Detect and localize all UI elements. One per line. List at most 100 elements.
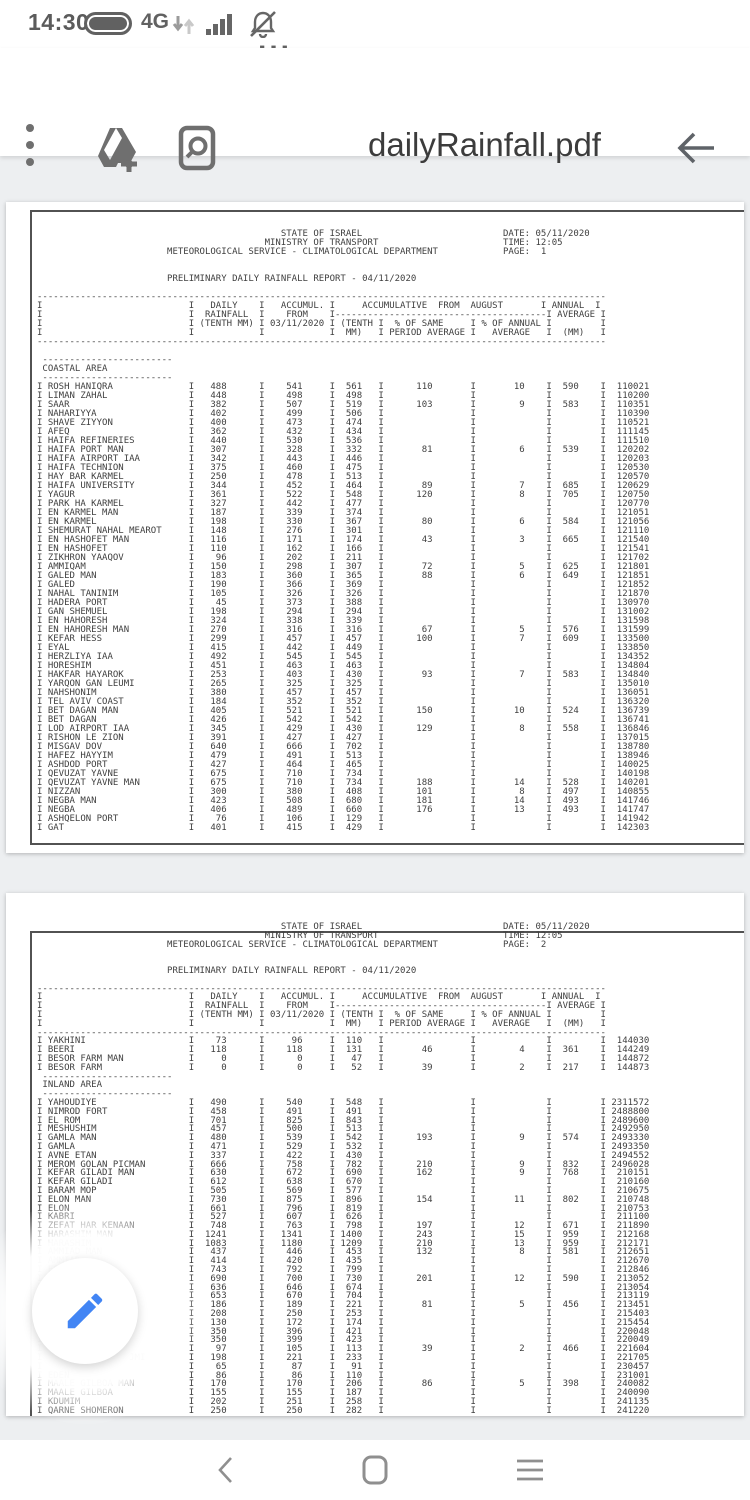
report-line: PRELIMINARY DAILY RAINFALL REPORT - 04/1… bbox=[37, 274, 417, 284]
pdf-page-1[interactable]: STATE OF ISRAEL DATE: 05/11/2020 MINISTR… bbox=[6, 202, 744, 853]
report-line: I EN HAHORESH I 324 I 338 I 339 I I I I … bbox=[37, 616, 650, 626]
annotate-fab[interactable] bbox=[32, 1258, 138, 1364]
report-line: I GAMLA MAN I 480 I 539 I 542 I 193 I 9 … bbox=[37, 1133, 650, 1144]
report-line: I HAIFA UNIVERSITY I 344 I 452 I 464 I 8… bbox=[37, 481, 650, 491]
report-line: I I (TENTH MM) I 03/11/2020 I (TENTH I %… bbox=[37, 319, 606, 329]
report-line: ------------------------ bbox=[37, 373, 173, 383]
report-line: I AVNE ETAN I 337 I 422 I 430 I I I I 24… bbox=[37, 1150, 650, 1161]
nav-recents-button[interactable] bbox=[490, 1440, 570, 1500]
report-line: I AFEQ I 362 I 432 I 434 I I I I 111145 bbox=[37, 427, 650, 437]
back-arrow-icon[interactable] bbox=[676, 130, 716, 166]
report-line: I BARAM MOP I 505 I 569 I 577 I I I I 21… bbox=[37, 1185, 650, 1196]
report-line: I TEL AVIV COAST I 184 I 352 I 352 I I I… bbox=[37, 697, 650, 707]
nav-back-button[interactable] bbox=[185, 1440, 265, 1500]
report-line: I ASHDOD PORT I 427 I 464 I 465 I I I I … bbox=[37, 760, 650, 770]
report-line: METEOROLOGICAL SERVICE - CLIMATOLOGICAL … bbox=[37, 247, 547, 257]
network-type-label: 4G bbox=[141, 10, 170, 33]
report-line: I NAHSHONIM I 380 I 457 I 457 I I I I 13… bbox=[37, 688, 650, 698]
report-line: METEOROLOGICAL SERVICE - CLIMATOLOGICAL … bbox=[37, 939, 547, 950]
report-line: I HAIFA REFINERIES I 440 I 530 I 536 I I… bbox=[37, 436, 650, 446]
report-line: I NIMROD FORT I 458 I 491 I 491 I I I I … bbox=[37, 1106, 650, 1117]
report-line: I I (TENTH MM) I 03/11/2020 I (TENTH I %… bbox=[37, 1009, 606, 1020]
report-line: ------------------------ bbox=[37, 355, 173, 365]
report-line: INLAND AREA bbox=[37, 1080, 103, 1091]
report-line: I YARQON GAN LEUMI I 265 I 325 I 325 I I… bbox=[37, 679, 650, 689]
report-line: I HADERA PORT I 45 I 373 I 388 I I I I 1… bbox=[37, 598, 650, 608]
report-text-page-1: STATE OF ISRAEL DATE: 05/11/2020 MINISTR… bbox=[37, 230, 649, 833]
report-line: I EN HAHORESH MAN I 270 I 316 I 316 I 67… bbox=[37, 625, 650, 635]
battery-icon bbox=[84, 12, 132, 35]
status-bar: 14:30 4G ... bbox=[0, 0, 750, 57]
report-line: I YAGUR I 361 I 522 I 548 I 120 I 8 I 70… bbox=[37, 490, 650, 500]
report-line: I KEFAR GILADI I 612 I 638 I 670 I I I I… bbox=[37, 1177, 650, 1188]
report-line: I SHEMURAT NAHAL MEAROT I 148 I 276 I 30… bbox=[37, 526, 650, 536]
report-line: I EN KARMEL I 198 I 330 I 367 I 80 I 6 I… bbox=[37, 517, 650, 527]
report-line: PRELIMINARY DAILY RAINFALL REPORT - 04/1… bbox=[37, 965, 417, 976]
overflow-menu-icon[interactable] bbox=[26, 124, 42, 172]
report-text-page-2: STATE OF ISRAEL DATE: 05/11/2020 MINISTR… bbox=[37, 923, 649, 1416]
report-line: STATE OF ISRAEL DATE: 05/11/2020 bbox=[37, 922, 590, 932]
report-line: I GAT I 401 I 415 I 429 I I I I 142303 bbox=[37, 823, 650, 833]
report-line: I MISGAV DOV I 640 I 666 I 702 I I I I 1… bbox=[37, 742, 650, 752]
report-line: I HAIFA TECHNION I 375 I 460 I 475 I I I… bbox=[37, 463, 650, 473]
mute-bell-icon bbox=[250, 11, 276, 38]
report-line: ----------------------------------------… bbox=[37, 1027, 606, 1038]
report-line: I GALED MAN I 183 I 360 I 365 I 88 I 6 I… bbox=[37, 571, 650, 581]
report-line: I ROSH HANIQRA I 488 I 541 I 561 I 110 I… bbox=[37, 382, 650, 392]
report-line: I QEVUZAT YAVNE I 675 I 710 I 734 I I I … bbox=[37, 769, 650, 779]
report-line: I SHAVE ZIYYON I 400 I 473 I 474 I I I I… bbox=[37, 418, 650, 428]
report-line: STATE OF ISRAEL DATE: 05/11/2020 bbox=[37, 229, 590, 239]
report-line: I GAMLA I 471 I 529 I 532 I I I I 249335… bbox=[37, 1141, 650, 1152]
report-line: I LOD AIRPORT IAA I 345 I 429 I 430 I 12… bbox=[37, 724, 650, 734]
report-line: ----------------------------------------… bbox=[37, 292, 606, 302]
report-line: I MESHUSHIM I 457 I 500 I 513 I I I I 24… bbox=[37, 1124, 650, 1135]
page-border-left bbox=[30, 931, 32, 1416]
report-line: I I RAINFALL I FROM I-------------------… bbox=[37, 310, 606, 320]
report-line: I I I I MM) I PERIOD AVERAGE I AVERAGE I… bbox=[37, 328, 606, 338]
report-line: MINISTRY OF TRANSPORT TIME: 12:05 bbox=[37, 930, 563, 941]
report-line: ----------------------------------------… bbox=[37, 983, 606, 994]
report-line: I BET DAGAN I 426 I 542 I 542 I I I I 13… bbox=[37, 715, 650, 725]
report-line: I BET DAGAN MAN I 405 I 521 I 521 I 150 … bbox=[37, 706, 650, 716]
report-line: I KEFAR HESS I 299 I 457 I 457 I 100 I 7… bbox=[37, 634, 650, 644]
report-line: I QEVUZAT YAVNE MAN I 675 I 710 I 734 I … bbox=[37, 778, 650, 788]
report-line: I NEGBA I 406 I 489 I 660 I 176 I 13 I 4… bbox=[37, 805, 650, 815]
report-line: I BEERI I 118 I 118 I 131 I 46 I 4 I 361… bbox=[37, 1045, 650, 1056]
page-border-bottom bbox=[30, 843, 744, 845]
page-border-left bbox=[30, 210, 32, 845]
report-line: I I I I MM) I PERIOD AVERAGE I AVERAGE I… bbox=[37, 1018, 606, 1029]
data-arrows-icon bbox=[172, 16, 195, 34]
report-line: I YAHOUDIYE I 490 I 540 I 548 I I I I 23… bbox=[37, 1097, 650, 1108]
report-line: I EN KARMEL MAN I 187 I 339 I 374 I I I … bbox=[37, 508, 650, 518]
report-line: I LIMAN ZAHAL I 448 I 498 I 498 I I I I … bbox=[37, 391, 650, 401]
report-line: I HAIFA AIRPORT IAA I 342 I 443 I 446 I … bbox=[37, 454, 650, 464]
report-line: I MEROM GOLAN PICMAN I 666 I 758 I 782 I… bbox=[37, 1159, 650, 1170]
report-line: I HAIFA PORT MAN I 307 I 328 I 332 I 81 … bbox=[37, 445, 650, 455]
pdf-viewport[interactable]: STATE OF ISRAEL DATE: 05/11/2020 MINISTR… bbox=[0, 156, 750, 1440]
report-line: COASTAL AREA bbox=[37, 364, 108, 374]
report-line: I AMMIQAM I 150 I 298 I 307 I 72 I 5 I 6… bbox=[37, 562, 650, 572]
report-line: I ZIKHRON YAAQOV I 96 I 202 I 211 I I I … bbox=[37, 553, 650, 563]
document-title: dailyRainfall.pdf bbox=[368, 126, 601, 163]
report-line: I EN HASHOFET I 110 I 162 I 166 I I I I … bbox=[37, 544, 650, 554]
report-line: I BESOR FARM MAN I 0 I 0 I 47 I I I I 14… bbox=[37, 1053, 650, 1064]
add-to-drive-icon[interactable] bbox=[96, 126, 140, 172]
report-line: I HAY BAR KARMEL I 250 I 478 I 513 I I I… bbox=[37, 472, 650, 482]
report-line: I I 186 I 189 I 221 I 81 I 5 I 456 I 213… bbox=[37, 1300, 650, 1311]
nav-home-button[interactable] bbox=[335, 1440, 415, 1500]
signal-strength-icon bbox=[206, 14, 232, 35]
report-line bbox=[37, 257, 649, 266]
report-line: I I DAILY I ACCUMUL. I ACCUMULATIVE FROM… bbox=[37, 301, 601, 311]
report-line: I HERZLIYA IAA I 492 I 545 I 545 I I I I… bbox=[37, 652, 650, 662]
report-line: I QARNE SHOMERON I 250 I 250 I 282 I I I… bbox=[37, 1405, 650, 1416]
report-line: I NAHARIYYA I 402 I 499 I 506 I I I I 11… bbox=[37, 409, 650, 419]
report-line: I ASHQELON PORT I 76 I 106 I 129 I I I I… bbox=[37, 814, 650, 824]
report-line: I HAKFAR HAYAROK I 253 I 403 I 430 I 93 … bbox=[37, 670, 650, 680]
page-border-top bbox=[30, 210, 744, 212]
report-line: ----------------------------------------… bbox=[37, 337, 606, 347]
report-line: I EN HASHOFET MAN I 116 I 171 I 174 I 43… bbox=[37, 535, 650, 545]
report-line: I I DAILY I ACCUMUL. I ACCUMULATIVE FROM… bbox=[37, 992, 601, 1003]
pdf-viewer-toolbar: dailyRainfall.pdf bbox=[0, 48, 750, 172]
find-in-page-icon[interactable] bbox=[178, 125, 216, 171]
report-line: I NIZZAN I 300 I 380 I 408 I 101 I 8 I 4… bbox=[37, 787, 650, 797]
